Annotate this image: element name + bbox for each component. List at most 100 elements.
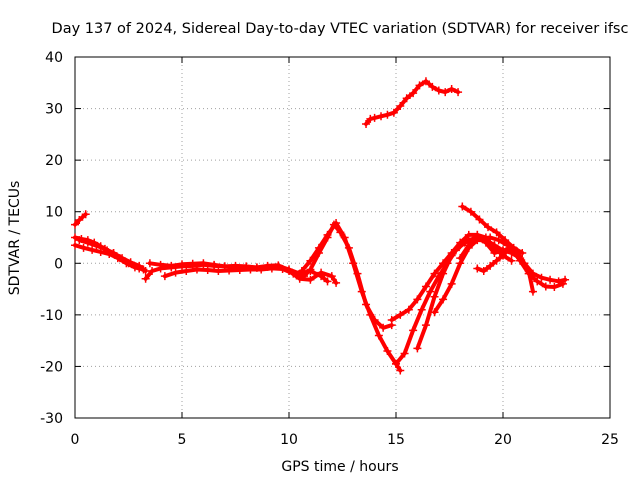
data-point xyxy=(507,256,516,265)
data-point xyxy=(340,233,349,242)
data-point xyxy=(533,277,542,286)
data-point xyxy=(501,236,510,245)
data-point xyxy=(71,233,79,242)
data-point xyxy=(413,344,422,353)
data-point xyxy=(499,251,507,260)
data-point xyxy=(409,326,418,335)
series-band xyxy=(460,204,525,255)
data-point xyxy=(257,265,266,274)
data-point xyxy=(306,265,315,274)
y-tick-label: 10 xyxy=(45,205,63,221)
series-track-6 xyxy=(145,259,341,287)
data-point xyxy=(126,258,135,267)
y-tick-label: 30 xyxy=(45,102,63,118)
y-tick-label: 20 xyxy=(45,153,63,169)
data-point xyxy=(297,267,306,276)
data-point xyxy=(323,230,332,239)
data-point xyxy=(278,264,287,273)
data-point xyxy=(430,269,439,278)
data-point xyxy=(396,366,405,375)
y-tick-label: -30 xyxy=(40,411,63,427)
series-track-7 xyxy=(160,220,396,332)
data-point xyxy=(314,243,323,252)
data-point xyxy=(439,269,448,278)
data-point xyxy=(481,233,490,242)
x-tick-label: 5 xyxy=(178,432,187,448)
data-point xyxy=(428,82,437,91)
tick-layer: 0 5 10 15 20 25 -30 -20 -10 0 10 20 30 40 xyxy=(40,50,619,448)
data-point xyxy=(561,275,570,284)
data-point xyxy=(377,112,386,121)
data-point xyxy=(415,81,424,90)
data-point xyxy=(332,219,341,228)
data-point xyxy=(383,110,392,119)
data-point xyxy=(516,254,525,263)
data-point xyxy=(379,323,388,332)
data-point xyxy=(332,278,341,287)
data-point xyxy=(447,84,456,93)
data-point xyxy=(246,265,255,274)
data-point xyxy=(524,267,533,276)
data-point xyxy=(387,316,396,325)
data-point xyxy=(83,238,92,247)
series-band xyxy=(394,235,568,366)
data-point xyxy=(145,259,154,268)
data-point xyxy=(550,283,559,292)
x-axis-label: GPS time / hours xyxy=(281,459,398,475)
data-point xyxy=(528,287,537,296)
data-point xyxy=(109,248,118,257)
data-point xyxy=(492,228,501,237)
data-point xyxy=(75,236,84,245)
data-point xyxy=(456,254,465,263)
data-point xyxy=(192,265,201,274)
data-point xyxy=(374,331,383,340)
data-point xyxy=(214,267,223,276)
data-point xyxy=(430,292,439,301)
data-point xyxy=(546,275,555,284)
data-point xyxy=(456,241,465,250)
data-point xyxy=(171,268,180,277)
data-point xyxy=(141,274,150,283)
data-point xyxy=(88,245,97,254)
series-track-3 xyxy=(71,241,148,274)
data-point xyxy=(75,215,84,224)
data-point xyxy=(447,279,456,288)
data-point xyxy=(475,215,484,224)
data-point xyxy=(383,346,392,355)
data-point xyxy=(541,282,550,291)
data-point xyxy=(357,287,366,296)
data-point xyxy=(479,267,488,276)
data-point xyxy=(404,305,413,314)
data-point xyxy=(434,86,443,95)
data-layer xyxy=(71,77,570,375)
data-point xyxy=(441,88,450,97)
data-point xyxy=(413,295,422,304)
data-point xyxy=(507,248,516,257)
data-point xyxy=(484,223,493,232)
data-point xyxy=(421,321,430,330)
data-point xyxy=(235,265,244,274)
data-point xyxy=(323,277,332,286)
data-point xyxy=(366,310,375,319)
data-point xyxy=(558,279,567,288)
data-point xyxy=(537,273,546,282)
data-point xyxy=(439,295,448,304)
y-axis-label: SDTVAR / TECUs xyxy=(7,181,23,296)
x-tick-label: 25 xyxy=(601,432,619,448)
data-point xyxy=(349,259,358,268)
data-point xyxy=(100,244,109,253)
data-point xyxy=(518,248,527,257)
data-point xyxy=(156,260,165,269)
chart-title: Day 137 of 2024, Sidereal Day-to-day VTE… xyxy=(52,21,629,37)
data-point xyxy=(464,241,473,250)
data-point xyxy=(426,287,435,296)
data-point xyxy=(203,265,212,274)
data-point xyxy=(299,272,308,281)
series-band xyxy=(415,235,565,351)
series-track-15 xyxy=(473,243,514,276)
data-point xyxy=(417,305,426,314)
data-point xyxy=(430,308,439,317)
series-track-11 xyxy=(413,233,567,353)
data-point xyxy=(188,259,197,268)
